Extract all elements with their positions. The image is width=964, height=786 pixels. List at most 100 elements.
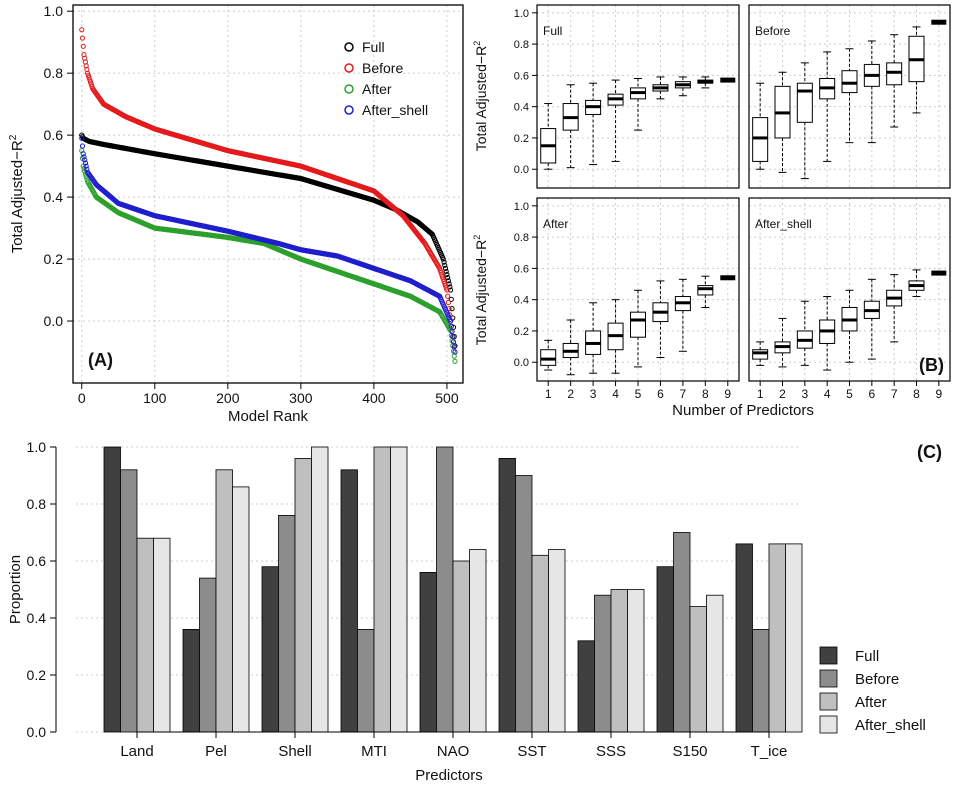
bar [153,537,171,733]
x-axis-title: Model Rank [228,408,309,425]
bar [261,566,279,733]
y-tick-label: 0.2 [27,667,47,683]
y-tick-label: 0.4 [27,610,47,626]
box [841,48,858,144]
box [752,82,769,170]
box [774,71,791,173]
x-tick-label: MTI [361,743,387,760]
panel-a: 0 100 200 300 400 500 0.0 0.2 0.4 0.6 0.8 1.0 Full Be… [8,3,464,425]
bar [103,446,121,733]
bar [752,629,770,733]
bar [706,594,724,733]
facet-title: Before [755,24,791,38]
bar [120,469,138,733]
bar [452,560,470,733]
x-tick-label: 300 [289,390,313,406]
box-body [540,349,557,366]
x-tick-label: 8 [702,387,709,401]
bar [469,549,487,733]
y-tick-label: 1.0 [514,8,529,20]
facet-before: Before [748,4,951,189]
box [562,84,579,169]
scatter-point [443,268,449,275]
x-tick-label: 5 [635,387,642,401]
scatter-point [450,339,457,345]
box-body [630,311,646,338]
legend-label: After_shell [362,102,428,118]
bar [436,446,454,733]
x-tick-label: 4 [824,387,831,401]
bar [232,486,250,733]
x-tick-label: SST [517,743,546,760]
bar [610,589,628,733]
x-tick-label: 5 [846,387,853,401]
box [819,296,836,371]
x-tick-label: NAO [437,743,470,760]
x-tick-label: 1 [757,387,764,401]
scatter-point [79,135,85,141]
box [697,76,714,89]
y-axis-title: Total Adjusted−R2 [8,134,26,253]
box [931,19,947,25]
y-tick-label: 0.4 [44,189,64,205]
facet-frame [536,4,740,189]
scatter-point [449,306,455,312]
y-tick-label: 0.6 [27,553,47,569]
bar [311,446,329,733]
box-body [752,349,769,360]
panel-label: (A) [88,350,113,370]
y-tick-label: 0.2 [44,251,64,267]
box [540,339,557,371]
scatter-point [451,353,457,359]
box [652,280,669,359]
scatter-point [452,349,458,355]
scatter-point [452,358,458,364]
legend-swatch [819,669,838,688]
box [774,317,791,368]
x-tick-label: Land [120,743,153,760]
x-axis-title: Number of Predictors [672,402,814,419]
bar [735,543,753,733]
box-body [841,70,858,94]
box-body [796,82,813,123]
x-tick-label: 0 [78,390,86,406]
scatter-point [82,160,89,166]
x-tick-label: 100 [143,390,167,406]
y-axis-title: Total Adjusted−R2 [472,235,489,345]
x-tick-label: S150 [672,743,707,760]
facet-title: After_shell [755,217,812,231]
y-tick-label: 1.0 [27,439,47,455]
bar [278,515,296,733]
scatter-point [442,265,449,271]
x-tick-label: 6 [657,387,664,401]
scatter-point [448,296,454,302]
y-tick-label: 1.0 [514,201,529,213]
legend-marker [344,42,354,52]
bar [548,549,566,733]
box [752,341,769,366]
y-tick-label: 0.0 [27,724,47,740]
y-tick-label: 0.0 [44,313,64,329]
box [720,275,736,281]
y-tick-label: 1.0 [44,3,64,19]
scatter-point [79,27,85,33]
x-tick-label: T_ice [751,743,788,760]
y-tick-label: 0.8 [514,39,529,51]
scatter-point [440,256,446,262]
series-before [79,27,458,355]
x-tick-label: Pel [205,743,227,760]
legend-swatch [819,646,838,665]
scatter-point [88,81,94,87]
y-tick-label: 0.8 [44,65,64,81]
bar [357,629,375,733]
bar [689,606,707,733]
scatter-point [85,70,91,76]
box-median [931,270,947,276]
y-tick-label: 0.0 [514,164,529,176]
panel-label: (B) [919,355,944,375]
y-tick-label: 0.4 [514,295,529,307]
scatter-point [444,271,450,278]
y-tick-label: 0.4 [514,102,529,114]
bar [215,469,233,733]
x-tick-label: 500 [435,390,459,406]
